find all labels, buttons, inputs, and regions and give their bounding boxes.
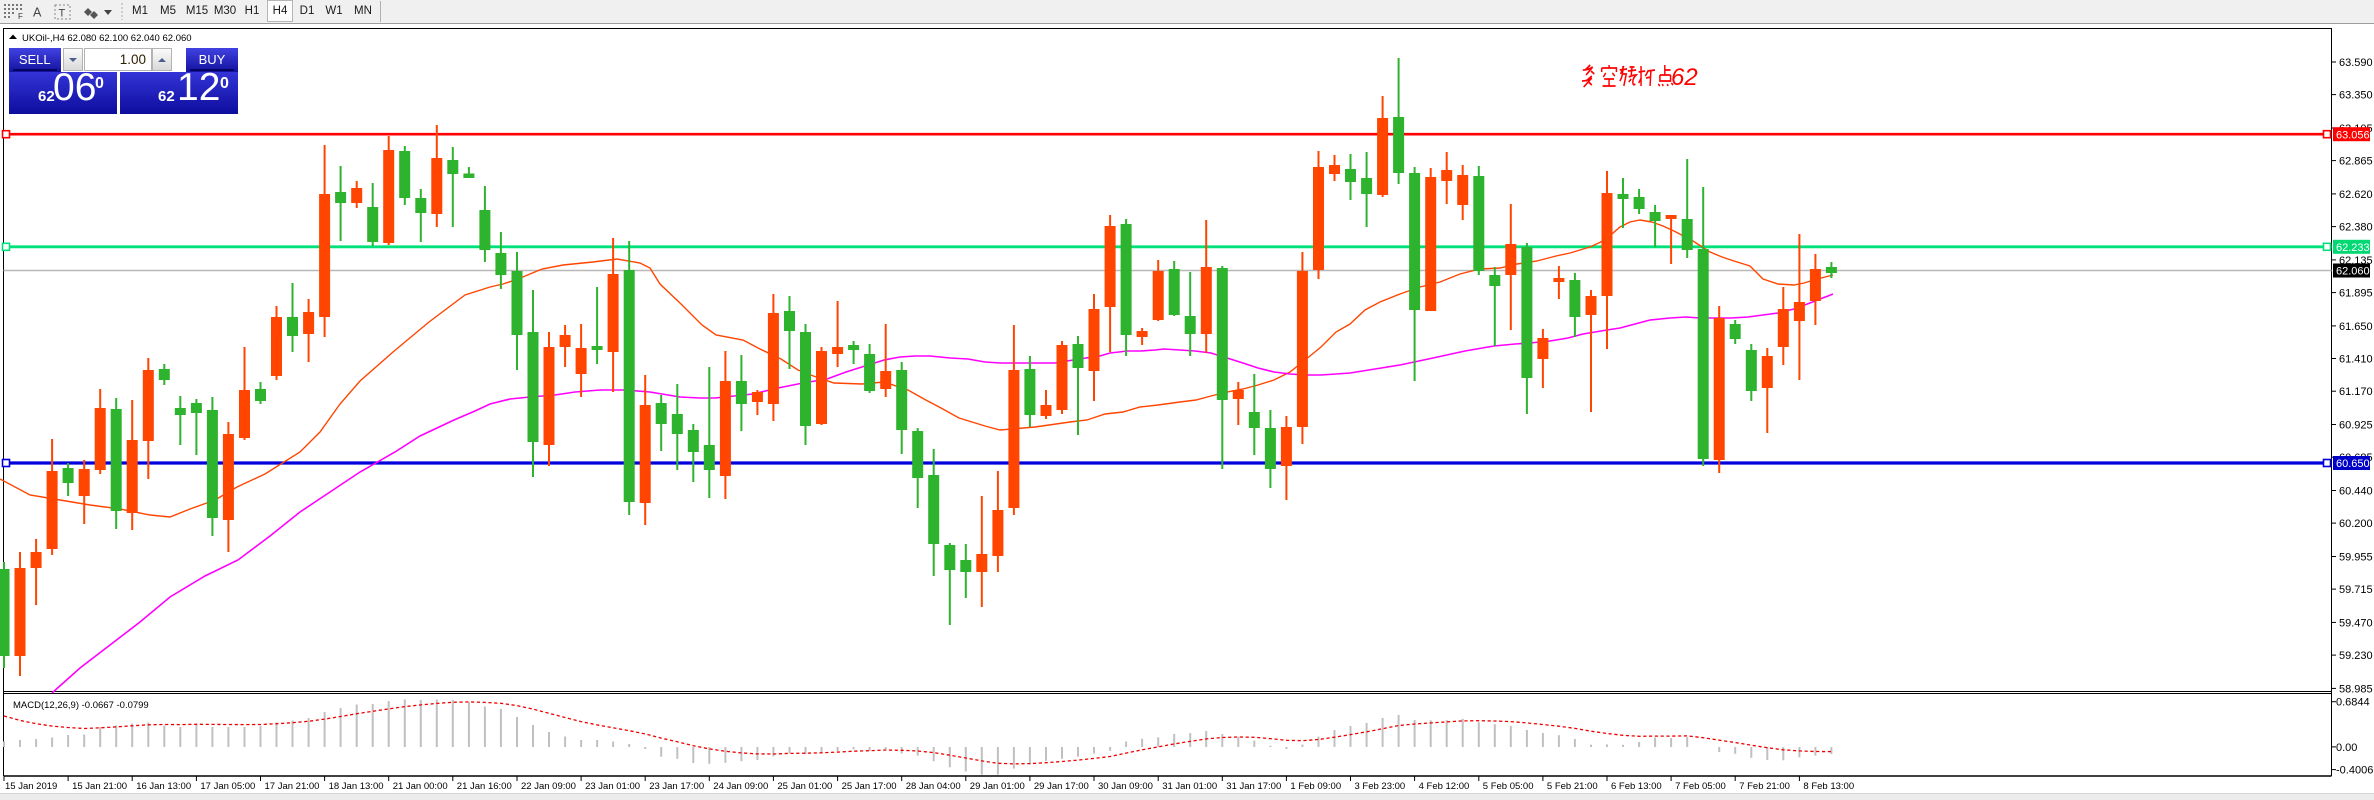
svg-text:61.895: 61.895 <box>2339 288 2373 300</box>
svg-text:21 Jan 16:00: 21 Jan 16:00 <box>457 781 512 792</box>
svg-text:0.6844: 0.6844 <box>2336 697 2370 709</box>
svg-text:62.233: 62.233 <box>2336 242 2370 254</box>
svg-text:62.620: 62.620 <box>2339 189 2373 201</box>
svg-text:22 Jan 09:00: 22 Jan 09:00 <box>521 781 576 792</box>
svg-text:58.985: 58.985 <box>2339 683 2373 695</box>
svg-text:59.955: 59.955 <box>2339 552 2373 564</box>
svg-text:A: A <box>33 6 42 20</box>
svg-text:29 Jan 17:00: 29 Jan 17:00 <box>1034 781 1089 792</box>
svg-text:17 Jan 21:00: 17 Jan 21:00 <box>265 781 320 792</box>
svg-text:8 Feb 13:00: 8 Feb 13:00 <box>1803 781 1854 792</box>
svg-text:59.715: 59.715 <box>2339 584 2373 596</box>
svg-text:-0.4006: -0.4006 <box>2336 765 2373 777</box>
svg-text:31 Jan 01:00: 31 Jan 01:00 <box>1162 781 1217 792</box>
svg-text:1 Feb 09:00: 1 Feb 09:00 <box>1290 781 1341 792</box>
svg-text:61.650: 61.650 <box>2339 321 2373 333</box>
svg-text:61.410: 61.410 <box>2339 354 2373 366</box>
svg-text:25 Jan 01:00: 25 Jan 01:00 <box>777 781 832 792</box>
svg-text:25 Jan 17:00: 25 Jan 17:00 <box>842 781 897 792</box>
svg-text:61.170: 61.170 <box>2339 386 2373 398</box>
svg-text:15 Jan 2019: 15 Jan 2019 <box>5 781 57 792</box>
svg-text:62.060: 62.060 <box>2336 266 2370 278</box>
svg-text:62.380: 62.380 <box>2339 222 2373 234</box>
svg-text:18 Jan 13:00: 18 Jan 13:00 <box>329 781 384 792</box>
svg-text:28 Jan 04:00: 28 Jan 04:00 <box>906 781 961 792</box>
svg-text:30 Jan 09:00: 30 Jan 09:00 <box>1098 781 1153 792</box>
svg-text:T: T <box>59 8 66 20</box>
svg-text:63.350: 63.350 <box>2339 90 2373 102</box>
svg-text:59.470: 59.470 <box>2339 617 2373 629</box>
svg-text:59.230: 59.230 <box>2339 650 2373 662</box>
svg-text:7 Feb 21:00: 7 Feb 21:00 <box>1739 781 1790 792</box>
svg-text:MACD(12,26,9) -0.0667 -0.0799: MACD(12,26,9) -0.0667 -0.0799 <box>13 700 149 711</box>
svg-text:60.200: 60.200 <box>2339 518 2373 530</box>
svg-text:3 Feb 23:00: 3 Feb 23:00 <box>1355 781 1406 792</box>
svg-text:0.00: 0.00 <box>2336 742 2357 754</box>
svg-text:5 Feb 21:00: 5 Feb 21:00 <box>1547 781 1598 792</box>
svg-text:62.865: 62.865 <box>2339 156 2373 168</box>
svg-text:17 Jan 05:00: 17 Jan 05:00 <box>200 781 255 792</box>
svg-text:21 Jan 00:00: 21 Jan 00:00 <box>393 781 448 792</box>
svg-text:63.056: 63.056 <box>2336 129 2370 141</box>
svg-text:UKOil-,H4 62.080 62.100 62.04: UKOil-,H4 62.080 62.100 62.040 62.060 <box>22 33 192 44</box>
svg-text:4 Feb 12:00: 4 Feb 12:00 <box>1419 781 1470 792</box>
svg-text:63.590: 63.590 <box>2339 57 2373 69</box>
svg-text:60.650: 60.650 <box>2336 458 2370 470</box>
svg-text:23 Jan 17:00: 23 Jan 17:00 <box>649 781 704 792</box>
svg-text:5 Feb 05:00: 5 Feb 05:00 <box>1483 781 1534 792</box>
svg-text:60.925: 60.925 <box>2339 420 2373 432</box>
svg-text:7 Feb 05:00: 7 Feb 05:00 <box>1675 781 1726 792</box>
svg-text:60.440: 60.440 <box>2339 486 2373 498</box>
svg-text:6 Feb 13:00: 6 Feb 13:00 <box>1611 781 1662 792</box>
svg-text:F: F <box>18 12 23 21</box>
svg-text:24 Jan 09:00: 24 Jan 09:00 <box>713 781 768 792</box>
svg-text:15 Jan 21:00: 15 Jan 21:00 <box>72 781 127 792</box>
svg-text:16 Jan 13:00: 16 Jan 13:00 <box>136 781 191 792</box>
svg-text:23 Jan 01:00: 23 Jan 01:00 <box>585 781 640 792</box>
svg-text:29 Jan 01:00: 29 Jan 01:00 <box>970 781 1025 792</box>
svg-text:31 Jan 17:00: 31 Jan 17:00 <box>1226 781 1281 792</box>
svg-text:62: 62 <box>1671 64 1698 91</box>
